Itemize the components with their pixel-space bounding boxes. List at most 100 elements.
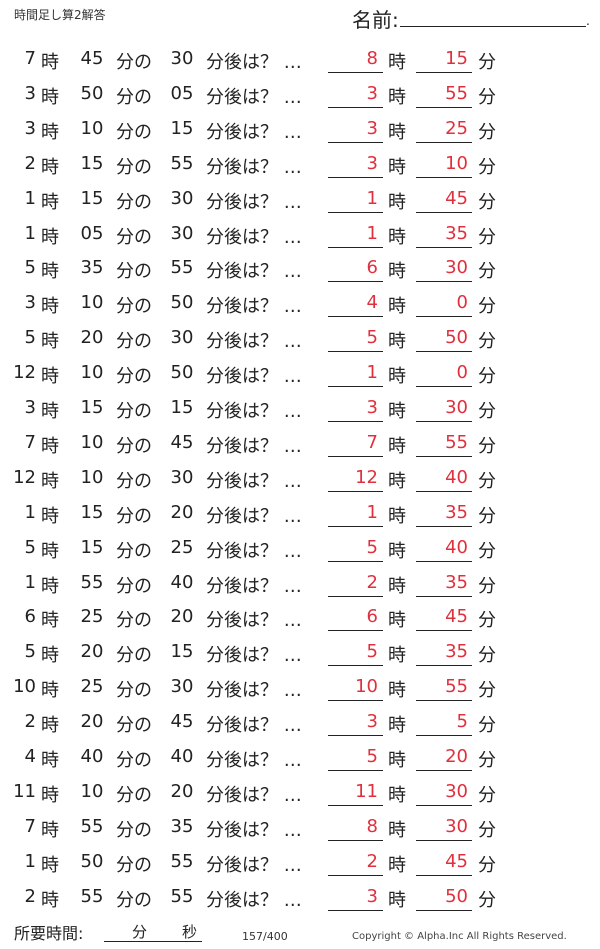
answer-hour[interactable]: 6 bbox=[366, 606, 378, 628]
problem-row: 7 時 10 分の 45 分後は？ … 7 時 55 分 bbox=[0, 424, 600, 458]
answer-hour[interactable]: 5 bbox=[366, 327, 378, 349]
name-field-line[interactable] bbox=[400, 26, 586, 27]
answer-minute[interactable]: 30 bbox=[445, 257, 468, 279]
answer-hour[interactable]: 6 bbox=[366, 257, 378, 279]
answer-minute[interactable]: 45 bbox=[445, 606, 468, 628]
question-text: 分後は？ … bbox=[206, 366, 302, 388]
answer-minute[interactable]: 15 bbox=[445, 48, 468, 69]
answer-minute[interactable]: 35 bbox=[445, 571, 468, 593]
answer-minute-line bbox=[416, 386, 472, 388]
answer-hour[interactable]: 5 bbox=[366, 536, 378, 558]
problem-row: 3 時 50 分の 05 分後は？ … 3 時 55 分 bbox=[0, 75, 600, 109]
answer-minute[interactable]: 25 bbox=[445, 117, 468, 139]
answer-minute[interactable]: 55 bbox=[445, 676, 468, 698]
answer-minute[interactable]: 45 bbox=[445, 850, 468, 872]
answer-hour[interactable]: 3 bbox=[366, 885, 378, 907]
answer-minute[interactable]: 20 bbox=[445, 746, 468, 767]
minute-of-label: 分の bbox=[116, 645, 152, 667]
answer-minute[interactable]: 30 bbox=[445, 815, 468, 837]
answer-hour[interactable]: 8 bbox=[366, 815, 378, 837]
hour-unit: 時 bbox=[41, 540, 59, 562]
answer-minute-line bbox=[416, 211, 472, 213]
answer-hour[interactable]: 5 bbox=[366, 746, 378, 767]
copyright-notice: Copyright © Alpha.Inc All Rights Reserve… bbox=[352, 931, 567, 942]
answer-hour-unit: 時 bbox=[388, 296, 406, 318]
answer-hour-unit: 時 bbox=[388, 401, 406, 422]
answer-hour[interactable]: 11 bbox=[355, 780, 378, 802]
answer-minute[interactable]: 35 bbox=[445, 501, 468, 523]
answer-hour[interactable]: 4 bbox=[366, 292, 378, 314]
hour-unit: 時 bbox=[41, 226, 59, 248]
minute-of-label: 分の bbox=[116, 854, 152, 876]
answer-minute[interactable]: 55 bbox=[445, 431, 468, 453]
answer-hour[interactable]: 5 bbox=[366, 641, 378, 663]
start-hour: 7 bbox=[24, 48, 36, 69]
minute-of-label: 分の bbox=[116, 366, 152, 388]
answer-minute-line bbox=[416, 106, 472, 108]
answer-minute[interactable]: 50 bbox=[445, 885, 468, 907]
answer-minute-unit: 分 bbox=[478, 331, 496, 353]
hour-unit: 時 bbox=[41, 784, 59, 806]
answer-minute[interactable]: 40 bbox=[445, 466, 468, 488]
answer-minute[interactable]: 45 bbox=[445, 187, 468, 209]
answer-hour[interactable]: 2 bbox=[366, 571, 378, 593]
answer-minute[interactable]: 10 bbox=[445, 152, 468, 174]
answer-hour[interactable]: 2 bbox=[366, 850, 378, 872]
added-minutes: 45 bbox=[170, 711, 194, 733]
answer-minute-unit: 分 bbox=[478, 86, 496, 108]
problem-row: 5 時 20 分の 15 分後は？ … 5 時 35 分 bbox=[0, 633, 600, 667]
start-minute: 15 bbox=[80, 397, 104, 418]
answer-minute-line bbox=[416, 595, 472, 597]
start-hour: 1 bbox=[24, 571, 36, 593]
minute-of-label: 分の bbox=[116, 191, 152, 213]
answer-hour-unit: 時 bbox=[388, 889, 406, 911]
answer-hour[interactable]: 1 bbox=[366, 222, 378, 244]
answer-hour[interactable]: 3 bbox=[366, 152, 378, 174]
answer-minute-line bbox=[416, 630, 472, 632]
answer-minute[interactable]: 35 bbox=[445, 222, 468, 244]
answer-minute[interactable]: 0 bbox=[456, 292, 468, 314]
answer-minute[interactable]: 40 bbox=[445, 536, 468, 558]
answer-hour[interactable]: 3 bbox=[366, 117, 378, 139]
elapsed-time-field-line[interactable] bbox=[104, 941, 202, 942]
start-hour: 10 bbox=[13, 676, 36, 698]
answer-minute[interactable]: 35 bbox=[445, 641, 468, 663]
minute-of-label: 分の bbox=[116, 889, 152, 911]
question-text: 分後は？ … bbox=[206, 540, 302, 562]
start-minute: 10 bbox=[80, 780, 104, 802]
answer-hour[interactable]: 7 bbox=[366, 431, 378, 453]
question-text: 分後は？ … bbox=[206, 750, 302, 771]
problem-row: 5 時 35 分の 55 分後は？ … 6 時 30 分 bbox=[0, 249, 600, 283]
answer-hour[interactable]: 8 bbox=[366, 48, 378, 69]
answer-minute[interactable]: 30 bbox=[445, 397, 468, 418]
answer-minute-line bbox=[416, 421, 472, 422]
answer-hour-line bbox=[328, 909, 383, 911]
hour-unit: 時 bbox=[41, 435, 59, 457]
added-minutes: 50 bbox=[170, 362, 194, 384]
answer-hour[interactable]: 1 bbox=[366, 187, 378, 209]
answer-minute[interactable]: 30 bbox=[445, 780, 468, 802]
start-hour: 3 bbox=[24, 117, 36, 139]
hour-unit: 時 bbox=[41, 750, 59, 771]
answer-minute[interactable]: 55 bbox=[445, 82, 468, 104]
answer-hour-line bbox=[328, 490, 383, 492]
answer-hour[interactable]: 3 bbox=[366, 711, 378, 733]
answer-hour[interactable]: 3 bbox=[366, 397, 378, 418]
answer-hour-unit: 時 bbox=[388, 331, 406, 353]
start-minute: 50 bbox=[80, 850, 104, 872]
answer-hour[interactable]: 12 bbox=[355, 466, 378, 488]
answer-hour[interactable]: 1 bbox=[366, 362, 378, 384]
answer-hour-unit: 時 bbox=[388, 819, 406, 841]
start-minute: 10 bbox=[80, 466, 104, 488]
answer-minute[interactable]: 50 bbox=[445, 327, 468, 349]
answer-hour[interactable]: 10 bbox=[355, 676, 378, 698]
answer-minute[interactable]: 0 bbox=[456, 362, 468, 384]
answer-hour-unit: 時 bbox=[388, 645, 406, 667]
answer-hour-unit: 時 bbox=[388, 52, 406, 73]
answer-hour-line bbox=[328, 735, 383, 737]
answer-hour[interactable]: 3 bbox=[366, 82, 378, 104]
problem-row: 2 時 20 分の 45 分後は？ … 3 時 5 分 bbox=[0, 703, 600, 737]
answer-hour[interactable]: 1 bbox=[366, 501, 378, 523]
hour-unit: 時 bbox=[41, 86, 59, 108]
answer-minute[interactable]: 5 bbox=[456, 711, 468, 733]
